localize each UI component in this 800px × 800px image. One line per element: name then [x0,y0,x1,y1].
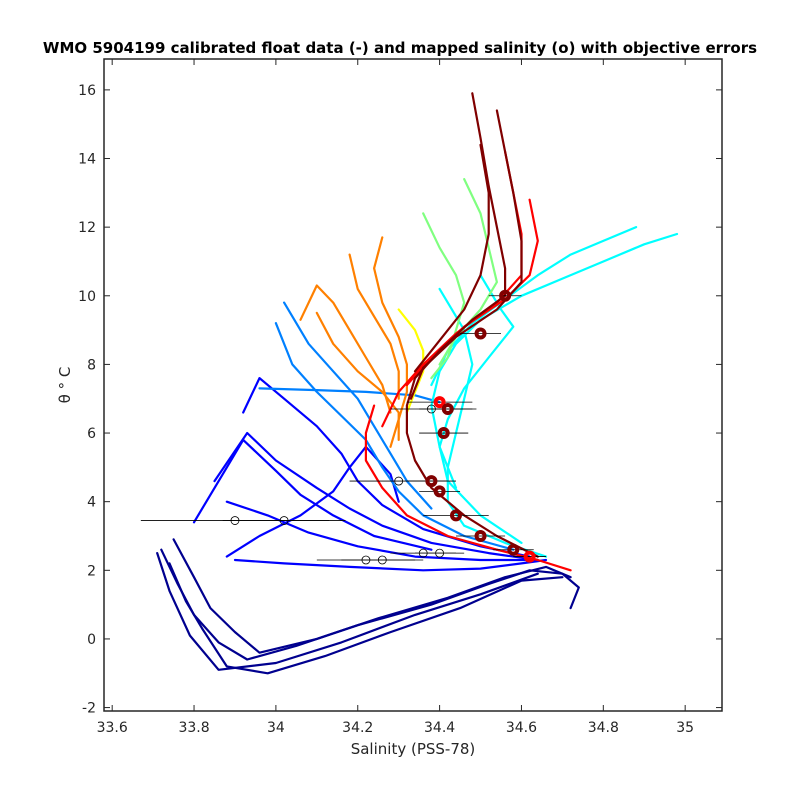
y-tick-label: -2 [82,701,96,717]
profile-line-7 [213,431,539,562]
profile-line-10 [225,445,400,558]
y-tick-label: 2 [87,563,96,579]
y-tick-label: 0 [87,632,96,648]
chart-title: WMO 5904199 calibrated float data (-) an… [43,39,757,57]
profile-line-23 [348,253,400,400]
profile-line-13 [258,387,441,404]
mapped-salinity-point-17 [523,550,536,563]
mapped-salinity-point-6 [435,548,445,558]
profile-line-18 [422,212,466,380]
profile-line-24 [299,284,392,414]
mapped-points-layer [140,289,547,565]
profile-line-30 [413,143,490,373]
profile-line-4 [156,551,539,671]
y-tick-label: 10 [78,289,96,305]
y-tick-label: 14 [78,152,96,168]
axes-layer: 33.6 33.8 34 34.2 34.4 34.6 34.8 35 -2 0 2 4 6 8 10 12 1… [78,59,722,736]
x-tick-label: 34 [267,720,285,736]
mapped-salinity-point-9 [433,396,446,409]
x-tick-label: 35 [676,720,694,736]
y-tick-label: 8 [87,357,96,373]
profile-line-21 [373,236,408,448]
y-axis-label: θ ° C [56,367,74,404]
x-tick-label: 33.6 [97,720,128,736]
profile-line-2 [172,538,572,654]
mapped-salinity-point-4 [377,555,387,565]
x-tick-label: 33.8 [178,720,209,736]
profile-line-29 [409,109,523,400]
mapped-salinity-point-15 [474,529,487,542]
profile-line-15 [438,274,523,545]
profile-line-9 [192,438,433,551]
profile-line-11 [274,322,515,551]
x-tick-label: 34.2 [342,720,373,736]
profile-line-3 [168,562,564,675]
profile-line-12 [283,301,433,510]
mapped-salinity-point-11 [437,427,450,440]
profile-line-5 [233,558,548,572]
x-axis-label: Salinity (PSS-78) [351,740,476,758]
mapped-salinity-point-19 [499,289,512,302]
mapped-salinity-point-18 [474,327,487,340]
mapped-salinity-point-7 [394,476,404,486]
series-layer [156,92,679,675]
y-tick-label: 6 [87,426,96,442]
mapped-salinity-point-10 [441,403,454,416]
mapped-salinity-point-12 [425,475,438,488]
x-tick-label: 34.6 [506,720,537,736]
mapped-salinity-point-16 [507,543,520,556]
mapped-salinity-point-13 [433,485,446,498]
x-tick-label: 34.8 [588,720,619,736]
plot-frame [103,58,723,712]
y-tick-label: 12 [78,220,96,236]
profile-line-22 [315,311,400,441]
y-tick-label: 4 [87,495,96,511]
y-tick-label: 16 [78,83,96,99]
profile-line-6 [225,500,531,562]
x-tick-label: 34.4 [424,720,455,736]
mapped-salinity-point-14 [449,509,462,522]
mapped-salinity-point-2 [279,516,289,525]
